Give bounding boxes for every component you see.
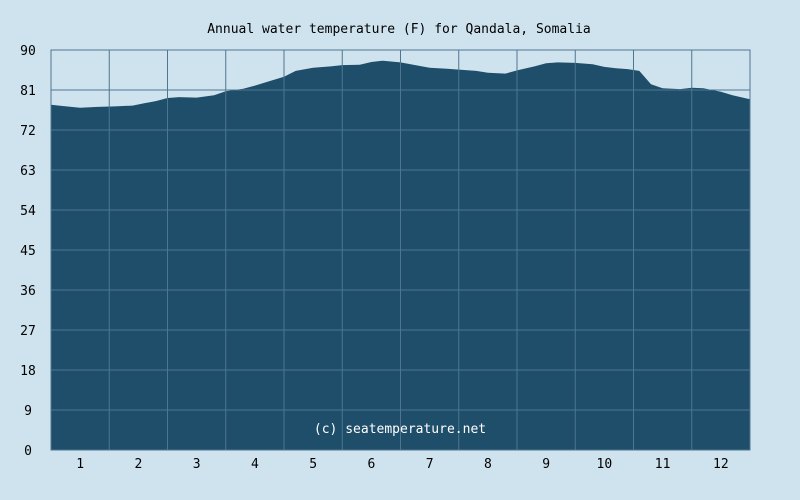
x-tick-label: 7 (426, 457, 434, 472)
grid-lines (51, 49, 750, 451)
x-tick-label: 8 (484, 457, 492, 472)
y-axis: 0 9 18 27 36 45 54 63 72 81 90 (20, 44, 36, 459)
x-tick-label: 9 (542, 457, 550, 472)
y-tick-label: 54 (20, 204, 36, 219)
y-tick-label: 27 (20, 324, 36, 339)
y-tick-label: 0 (24, 444, 32, 459)
y-tick-label: 81 (20, 84, 36, 99)
x-tick-label: 10 (597, 457, 613, 472)
y-tick-label: 90 (20, 44, 36, 59)
x-tick-label: 3 (193, 457, 201, 472)
x-tick-label: 5 (309, 457, 317, 472)
x-axis: 1 2 3 4 5 6 7 8 9 10 11 12 (76, 457, 728, 472)
y-tick-label: 9 (24, 404, 32, 419)
x-tick-label: 6 (367, 457, 375, 472)
y-tick-label: 45 (20, 244, 36, 259)
plot-area (50, 49, 751, 451)
x-tick-label: 4 (251, 457, 259, 472)
x-tick-label: 2 (134, 457, 142, 472)
y-tick-label: 18 (20, 364, 36, 379)
y-tick-label: 63 (20, 164, 36, 179)
x-tick-label: 12 (713, 457, 729, 472)
chart-title: Annual water temperature (F) for Qandala… (207, 22, 591, 37)
x-tick-label: 1 (76, 457, 84, 472)
y-tick-label: 36 (20, 284, 36, 299)
x-tick-label: 11 (655, 457, 671, 472)
plot-border (50, 49, 751, 451)
y-tick-label: 72 (20, 124, 36, 139)
credit-text: (c) seatemperature.net (314, 422, 486, 437)
